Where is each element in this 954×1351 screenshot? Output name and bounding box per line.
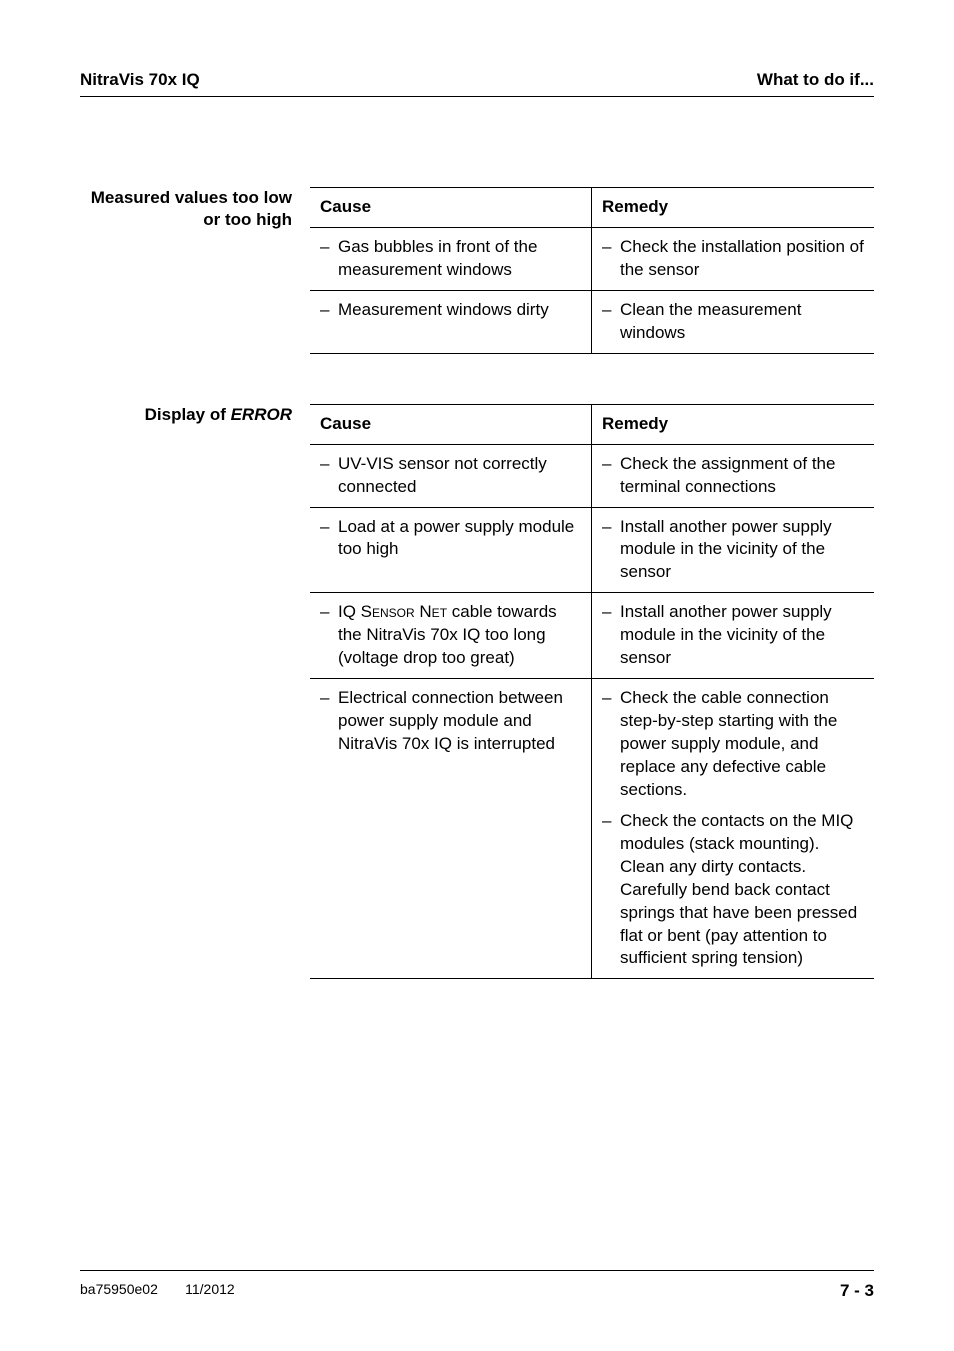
list-item: – Measurement windows dirty bbox=[320, 299, 581, 322]
txt-prefix: IQ bbox=[338, 602, 361, 621]
header-left: NitraVis 70x IQ bbox=[80, 70, 200, 90]
side-label-italic: ERROR bbox=[231, 405, 292, 424]
th-cause: Cause bbox=[310, 405, 592, 444]
bullet-text: Load at a power supply module too high bbox=[338, 516, 581, 562]
side-label-prefix: Display of bbox=[145, 405, 231, 424]
bullet-dash: – bbox=[602, 810, 620, 971]
footer-date: 11/2012 bbox=[185, 1281, 235, 1297]
bullet-dash: – bbox=[602, 601, 620, 670]
header-rule bbox=[80, 96, 874, 97]
table-row: – Measurement windows dirty – Clean the … bbox=[310, 290, 874, 354]
table-measured: Cause Remedy – Gas bubbles in front of t… bbox=[310, 187, 874, 354]
bullet-text: Check the installation position of the s… bbox=[620, 236, 864, 282]
bullet-dash: – bbox=[320, 601, 338, 670]
bullet-text: Measurement windows dirty bbox=[338, 299, 581, 322]
bullet-text: Check the contacts on the MIQ modules (s… bbox=[620, 810, 864, 971]
cell-remedy: – Check the assignment of the terminal c… bbox=[592, 445, 874, 507]
footer-left: ba75950e02 11/2012 bbox=[80, 1281, 235, 1301]
header-right: What to do if... bbox=[757, 70, 874, 90]
section-measured-values: Measured values too low or too high Caus… bbox=[80, 187, 874, 354]
bullet-dash: – bbox=[320, 687, 338, 756]
bullet-dash: – bbox=[602, 236, 620, 282]
cell-cause: – Load at a power supply module too high bbox=[310, 508, 592, 593]
bullet-dash: – bbox=[602, 453, 620, 499]
footer-page-number: 7 - 3 bbox=[840, 1281, 874, 1301]
page-header: NitraVis 70x IQ What to do if... bbox=[80, 70, 874, 90]
list-item: – Install another power supply module in… bbox=[602, 601, 864, 670]
bullet-text: Check the cable connection step-by-step … bbox=[620, 687, 864, 802]
table-row: – IQ Sensor Net cable towards the NitraV… bbox=[310, 592, 874, 678]
cell-cause: – Gas bubbles in front of the measuremen… bbox=[310, 228, 592, 290]
table-head-row: Cause Remedy bbox=[310, 187, 874, 227]
bullet-dash: – bbox=[320, 236, 338, 282]
table-error: Cause Remedy – UV-VIS sensor not correct… bbox=[310, 404, 874, 980]
footer-rule bbox=[80, 1270, 874, 1271]
cell-remedy: – Check the installation position of the… bbox=[592, 228, 874, 290]
side-label-line: or too high bbox=[203, 210, 292, 229]
bullet-text: Gas bubbles in front of the measurement … bbox=[338, 236, 581, 282]
list-item: – Check the cable connection step-by-ste… bbox=[602, 687, 864, 802]
side-label-measured: Measured values too low or too high bbox=[80, 187, 310, 231]
bullet-text: Check the assignment of the terminal con… bbox=[620, 453, 864, 499]
list-item: – IQ Sensor Net cable towards the NitraV… bbox=[320, 601, 581, 670]
list-item: – Clean the measurement windows bbox=[602, 299, 864, 345]
table-row: – Gas bubbles in front of the measuremen… bbox=[310, 227, 874, 290]
cell-cause: – Measurement windows dirty bbox=[310, 291, 592, 353]
th-cause: Cause bbox=[310, 188, 592, 227]
footer-doc-id: ba75950e02 bbox=[80, 1281, 158, 1297]
cell-cause: – Electrical connection between power su… bbox=[310, 679, 592, 978]
bullet-text: Install another power supply module in t… bbox=[620, 601, 864, 670]
bullet-text: Clean the measurement windows bbox=[620, 299, 864, 345]
th-remedy: Remedy bbox=[592, 405, 874, 444]
table-row: – UV-VIS sensor not correctly connected … bbox=[310, 444, 874, 507]
table-row: – Load at a power supply module too high… bbox=[310, 507, 874, 593]
side-label-line: Measured values too low bbox=[91, 188, 292, 207]
page: NitraVis 70x IQ What to do if... Measure… bbox=[0, 0, 954, 1351]
bullet-text: Electrical connection between power supp… bbox=[338, 687, 581, 756]
table-head-row: Cause Remedy bbox=[310, 404, 874, 444]
list-item: – Gas bubbles in front of the measuremen… bbox=[320, 236, 581, 282]
section-display-error: Display of ERROR Cause Remedy – UV-VIS s… bbox=[80, 404, 874, 980]
cell-cause: – UV-VIS sensor not correctly connected bbox=[310, 445, 592, 507]
list-item: – Install another power supply module in… bbox=[602, 516, 864, 585]
bullet-dash: – bbox=[602, 516, 620, 585]
txt-smallcaps: Sensor Net bbox=[361, 602, 447, 621]
bullet-text: UV-VIS sensor not correctly connected bbox=[338, 453, 581, 499]
th-remedy: Remedy bbox=[592, 188, 874, 227]
bullet-dash: – bbox=[602, 299, 620, 345]
footer-row: ba75950e02 11/2012 7 - 3 bbox=[80, 1281, 874, 1301]
side-label-error: Display of ERROR bbox=[80, 404, 310, 426]
bullet-dash: – bbox=[320, 516, 338, 562]
list-item: – Check the contacts on the MIQ modules … bbox=[602, 810, 864, 971]
cell-remedy: – Install another power supply module in… bbox=[592, 593, 874, 678]
bullet-text: IQ Sensor Net cable towards the NitraVis… bbox=[338, 601, 581, 670]
list-item: – Load at a power supply module too high bbox=[320, 516, 581, 562]
list-item: – Check the installation position of the… bbox=[602, 236, 864, 282]
bullet-dash: – bbox=[320, 453, 338, 499]
bullet-dash: – bbox=[602, 687, 620, 802]
page-footer: ba75950e02 11/2012 7 - 3 bbox=[80, 1270, 874, 1301]
table-row: – Electrical connection between power su… bbox=[310, 678, 874, 979]
cell-remedy: – Check the cable connection step-by-ste… bbox=[592, 679, 874, 978]
cell-remedy: – Clean the measurement windows bbox=[592, 291, 874, 353]
list-item: – Check the assignment of the terminal c… bbox=[602, 453, 864, 499]
bullet-dash: – bbox=[320, 299, 338, 322]
list-item: – UV-VIS sensor not correctly connected bbox=[320, 453, 581, 499]
cell-cause: – IQ Sensor Net cable towards the NitraV… bbox=[310, 593, 592, 678]
bullet-text: Install another power supply module in t… bbox=[620, 516, 864, 585]
cell-remedy: – Install another power supply module in… bbox=[592, 508, 874, 593]
list-item: – Electrical connection between power su… bbox=[320, 687, 581, 756]
